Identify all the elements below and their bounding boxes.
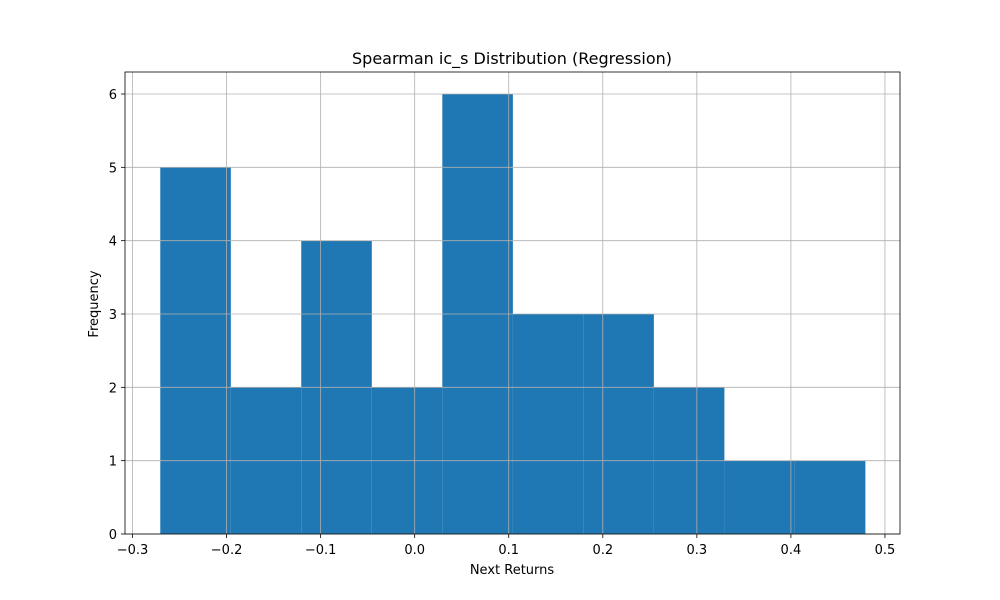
x-axis-ticks: −0.3 −0.2 −0.1 0.0 0.1 0.2 0.3 0.4 0.5 (117, 534, 896, 558)
x-tick-label-4: 0.1 (498, 543, 519, 558)
x-tick-label-7: 0.4 (781, 543, 802, 558)
y-axis-label: Frequency (87, 270, 102, 337)
histogram-bar-8 (724, 460, 795, 534)
x-axis-label: Next Returns (470, 563, 555, 578)
x-tick-label-2: −0.1 (305, 543, 337, 558)
histogram-bar-6 (583, 314, 654, 534)
y-tick-label-1: 1 (109, 455, 117, 470)
grid-lines (125, 72, 900, 535)
x-tick-label-1: −0.2 (211, 543, 243, 558)
y-tick-label-6: 6 (109, 88, 117, 103)
y-tick-label-3: 3 (109, 308, 117, 323)
y-tick-label-2: 2 (109, 381, 117, 396)
histogram-bar-0 (160, 167, 231, 535)
histogram-bar-9 (794, 460, 866, 534)
chart-title: Spearman ic_s Distribution (Regression) (352, 49, 672, 69)
histogram-bar-5 (512, 314, 584, 534)
y-tick-label-5: 5 (109, 161, 117, 176)
y-tick-label-0: 0 (109, 528, 117, 543)
x-tick-label-6: 0.3 (687, 543, 708, 558)
x-tick-label-5: 0.2 (592, 543, 613, 558)
x-tick-label-0: −0.3 (117, 543, 149, 558)
y-tick-label-4: 4 (109, 235, 117, 250)
x-tick-label-3: 0.0 (404, 543, 425, 558)
axes-frame (124, 71, 901, 535)
y-axis-ticks: 0 1 2 3 4 5 6 (109, 88, 125, 543)
x-tick-label-8: 0.5 (875, 543, 896, 558)
